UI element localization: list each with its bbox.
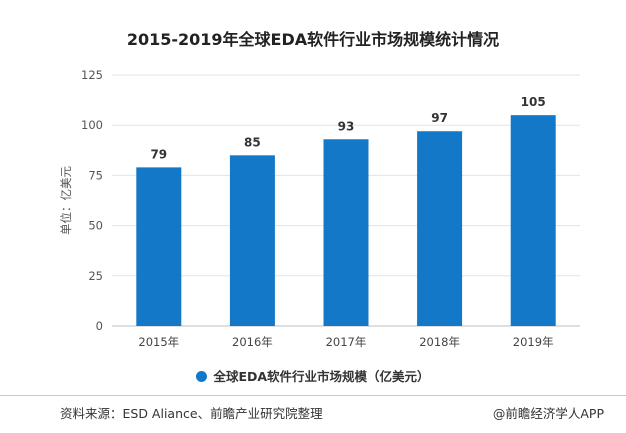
- y-tick-label: 0: [96, 319, 103, 333]
- data-label: 97: [431, 111, 448, 125]
- footer: 资料来源：ESD Aliance、前瞻产业研究院整理 @前瞻经济学人APP: [0, 395, 626, 422]
- x-tick-label: 2017年: [326, 335, 367, 349]
- data-label: 85: [244, 135, 261, 149]
- y-axis-title: 单位：亿美元: [59, 166, 73, 235]
- x-tick-label: 2018年: [419, 335, 460, 349]
- bar: [229, 155, 275, 326]
- bar: [323, 139, 369, 326]
- x-tick-label: 2015年: [138, 335, 179, 349]
- legend-label: 全球EDA软件行业市场规模（亿美元）: [213, 369, 430, 384]
- data-label: 79: [150, 147, 167, 161]
- x-tick-label: 2016年: [232, 335, 273, 349]
- y-tick-label: 100: [81, 118, 103, 132]
- brand-credit: @前瞻经济学人APP: [492, 406, 604, 421]
- chart-legend: 全球EDA软件行业市场规模（亿美元）: [0, 366, 626, 385]
- bar: [136, 167, 182, 326]
- source-note: 资料来源：ESD Aliance、前瞻产业研究院整理: [60, 406, 323, 421]
- bar: [510, 115, 556, 326]
- y-tick-label: 75: [88, 168, 103, 182]
- x-tick-label: 2019年: [513, 335, 554, 349]
- y-tick-label: 25: [88, 269, 103, 283]
- y-tick-label: 125: [81, 68, 103, 82]
- chart-title: 2015-2019年全球EDA软件行业市场规模统计情况: [126, 30, 500, 49]
- data-label: 93: [338, 119, 355, 133]
- legend-swatch: [196, 371, 208, 382]
- data-label: 105: [521, 95, 546, 109]
- bar: [417, 131, 463, 326]
- y-tick-label: 50: [88, 219, 103, 233]
